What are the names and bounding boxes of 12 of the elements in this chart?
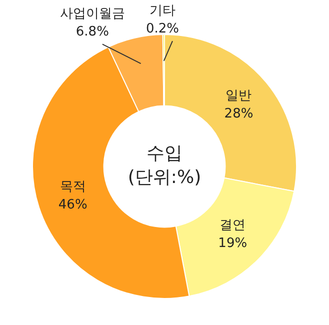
text: 수입 bbox=[146, 143, 182, 164]
slice-label: 사업이월금 bbox=[60, 6, 125, 22]
data-label: 46% bbox=[58, 198, 88, 213]
data-label: 0.2% bbox=[146, 21, 179, 36]
text: (단위:%) bbox=[128, 167, 202, 188]
data-label: 6.8% bbox=[76, 24, 109, 40]
slice-label: 일반 bbox=[226, 88, 252, 104]
slice-label: 목적 bbox=[60, 180, 86, 195]
slice-label: 기타 bbox=[149, 3, 176, 18]
data-label: 28% bbox=[224, 106, 254, 122]
data-label: 19% bbox=[218, 236, 248, 252]
slice-label: 결연 bbox=[220, 218, 246, 234]
